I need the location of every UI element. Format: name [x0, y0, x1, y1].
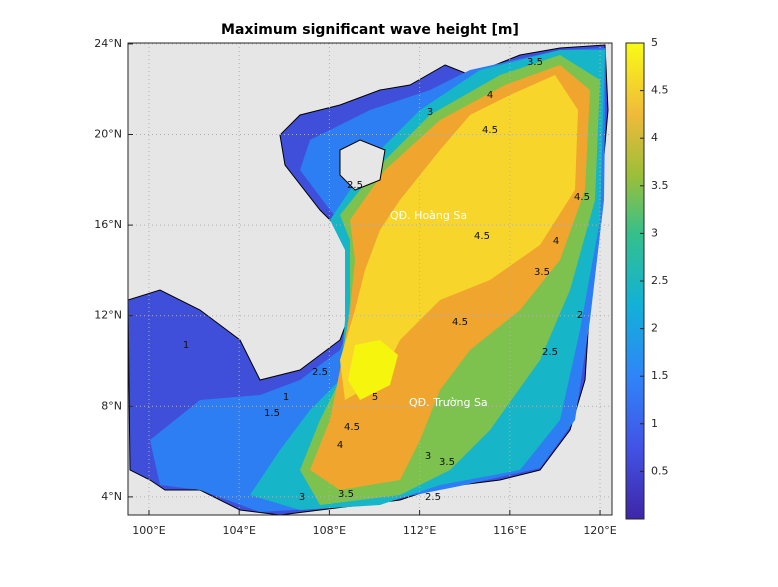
contour-label: 3: [427, 107, 433, 118]
y-tick-label: 24°N: [94, 37, 122, 50]
contour-label: 5: [372, 392, 378, 403]
colorbar-tick-label: 4: [651, 131, 658, 144]
contour-label: 2.5: [312, 367, 328, 378]
contour-label: 2: [577, 310, 583, 321]
y-tick-label: 16°N: [94, 218, 122, 231]
contour-label: 4.5: [452, 317, 468, 328]
contour-label: 3: [425, 451, 431, 462]
contour-label: 1: [283, 392, 289, 403]
title: Maximum significant wave height [m]: [221, 22, 519, 38]
island: [339, 139, 386, 191]
place-label: QĐ. Hoàng Sa: [390, 209, 467, 222]
contour-label: 4: [487, 90, 493, 101]
y-tick-label: 8°N: [101, 399, 122, 412]
map-field: [128, 43, 612, 515]
place-label: QĐ. Trường Sa: [409, 396, 488, 409]
colorbar-tick-label: 2.5: [651, 274, 669, 287]
map-frame: [127, 42, 613, 516]
colorbar-tick-label: 5: [651, 36, 658, 49]
colorbar-tick-label: 1.5: [651, 369, 669, 382]
colorbar-tick-label: 3: [651, 226, 658, 239]
contour-label: 4.5: [574, 192, 590, 203]
contour-label: 3: [299, 492, 305, 503]
contour-label: 3.5: [534, 267, 550, 278]
y-tick-label: 12°N: [94, 309, 122, 322]
colorbar-tick-label: 1: [651, 417, 658, 430]
contour-band: [340, 75, 578, 400]
colorbar-tick-label: 4.5: [651, 84, 669, 97]
contour-label: 4.5: [474, 231, 490, 242]
y-tick-label: 20°N: [94, 128, 122, 141]
contour-label: 2.5: [425, 492, 441, 503]
x-tick-label: 120°E: [583, 524, 616, 537]
contour-label: 2.5: [347, 180, 363, 191]
contour-label: 4: [553, 236, 559, 247]
contour-label: 3.5: [439, 457, 455, 468]
contour-label: 1: [183, 340, 189, 351]
x-tick-label: 108°E: [313, 524, 346, 537]
contour-label: 3.5: [527, 57, 543, 68]
contour-band: [348, 340, 398, 400]
grid: [128, 43, 612, 515]
contour-label: 1.5: [264, 408, 280, 419]
contour-label: 4.5: [482, 125, 498, 136]
colorbar-tick-label: 2: [651, 322, 658, 335]
contour-label: 3.5: [338, 489, 354, 500]
contour-label: 2.5: [542, 347, 558, 358]
contour-label: 4: [337, 440, 343, 451]
y-tick-label: 4°N: [101, 490, 122, 503]
x-tick-label: 116°E: [493, 524, 526, 537]
x-tick-label: 112°E: [403, 524, 436, 537]
x-tick-label: 104°E: [222, 524, 255, 537]
x-tick-label: 100°E: [132, 524, 165, 537]
colorbar-tick-label: 0.5: [651, 464, 669, 477]
contour-label: 4.5: [344, 422, 360, 433]
colorbar-tick-label: 3.5: [651, 179, 669, 192]
